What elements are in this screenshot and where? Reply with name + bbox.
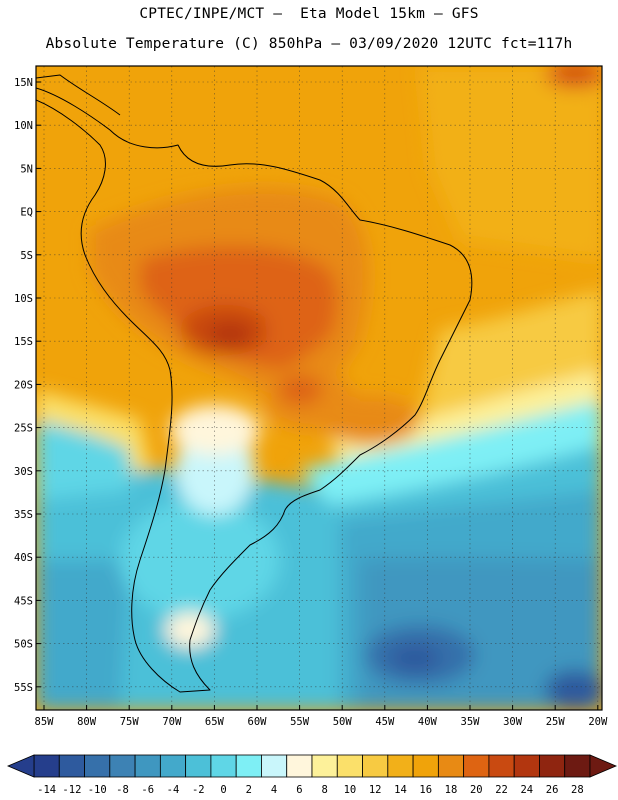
colorbar-swatch [261,754,288,778]
colorbar-label: -14 [37,784,56,796]
lat-label: 50S [14,639,33,651]
colorbar-swatch [539,754,566,778]
colorbar-max-arrow [589,754,618,778]
colorbar-label: 10 [344,784,357,796]
temperature-field [36,66,602,710]
colorbar-swatch [235,754,262,778]
colorbar-label: -12 [62,784,81,796]
colorbar-swatch [513,754,540,778]
lat-label: 10S [14,293,33,305]
lat-label: 15N [14,77,33,89]
lon-label: 55W [290,716,310,728]
colorbar-label: 24 [520,784,533,796]
lon-label: 40W [418,716,438,728]
coastline [36,74,473,693]
lat-label: 30S [14,466,33,478]
lat-label: 40S [14,552,33,564]
colorbar-label: -10 [88,784,107,796]
colorbar-swatch [134,754,161,778]
colorbar-label: -6 [141,784,154,796]
colorbar-label: -2 [192,784,205,796]
colorbar-swatch [437,754,465,778]
lon-label: 60W [248,716,268,728]
colorbar-label: 6 [296,784,302,796]
colorbar-label: 14 [394,784,407,796]
chart-title-line1: CPTEC/INPE/MCT – Eta Model 15km – GFS [139,6,479,22]
chart-title-line2: Absolute Temperature (C) 850hPa – 03/09/… [45,36,573,52]
colorbar-label: 26 [546,784,559,796]
lat-label: 5N [20,163,33,175]
lat-label: 20S [14,379,33,391]
colorbar-label: 20 [470,784,483,796]
lon-label: 45W [375,716,395,728]
colorbar-min-arrow [6,754,35,778]
colorbar-label: 8 [321,784,327,796]
colorbar-label: 16 [419,784,432,796]
colorbar: -14 -12 -10 -8 -6 -4 -2 0 2 4 6 8 10 12 14 16 18 20 22 24 26… [6,754,618,796]
lat-label: 10N [14,120,33,132]
colorbar-label: 22 [495,784,508,796]
lat-lon-grid [36,66,602,710]
colorbar-swatch [58,754,85,778]
colorbar-swatch [336,754,363,778]
lon-label: 80W [77,716,97,728]
colorbar-swatch [185,754,212,778]
lon-label: 75W [120,716,140,728]
colorbar-swatch [311,754,338,778]
colorbar-swatch [463,754,490,778]
colorbar-label: 0 [220,784,226,796]
lon-label: 30W [503,716,523,728]
colorbar-swatch [412,754,439,778]
latitude-labels: 15N 10N 5N EQ 5S 10S 15S 20S 25S 30S 35S 40S 45S 50S 5… [14,77,41,694]
colorbar-swatch [33,754,60,778]
colorbar-swatch [84,754,111,778]
lon-label: 25W [546,716,566,728]
colorbar-swatch [564,754,591,778]
colorbar-swatch [488,754,515,778]
lat-label: 15S [14,336,33,348]
lon-label: 35W [461,716,481,728]
lat-label: EQ [20,207,33,219]
colorbar-label: 18 [445,784,458,796]
colorbar-swatch [387,754,414,778]
colorbar-label: 12 [369,784,382,796]
lat-label: 35S [14,509,33,521]
colorbar-label: 2 [246,784,252,796]
colorbar-label: 28 [571,784,584,796]
longitude-labels: 85W 80W 75W 70W 65W 60W 55W 50W 45W 40W 35W 30W 25W 2… [35,705,608,728]
colorbar-label: -4 [167,784,180,796]
lat-label: 25S [14,423,33,435]
lat-label: 55S [14,682,33,694]
lon-label: 65W [205,716,225,728]
lon-label: 20W [588,716,608,728]
colorbar-swatch [210,754,237,778]
map-frame [35,65,603,711]
colorbar-swatch [286,754,313,778]
lat-label: 5S [20,250,33,262]
colorbar-swatch [109,754,136,778]
lon-label: 70W [162,716,182,728]
colorbar-label: -8 [116,784,129,796]
colorbar-swatch [159,754,187,778]
colorbar-swatch [362,754,389,778]
lon-label: 85W [35,716,55,728]
lat-label: 45S [14,595,33,607]
colorbar-label: 4 [271,784,277,796]
lon-label: 50W [333,716,353,728]
